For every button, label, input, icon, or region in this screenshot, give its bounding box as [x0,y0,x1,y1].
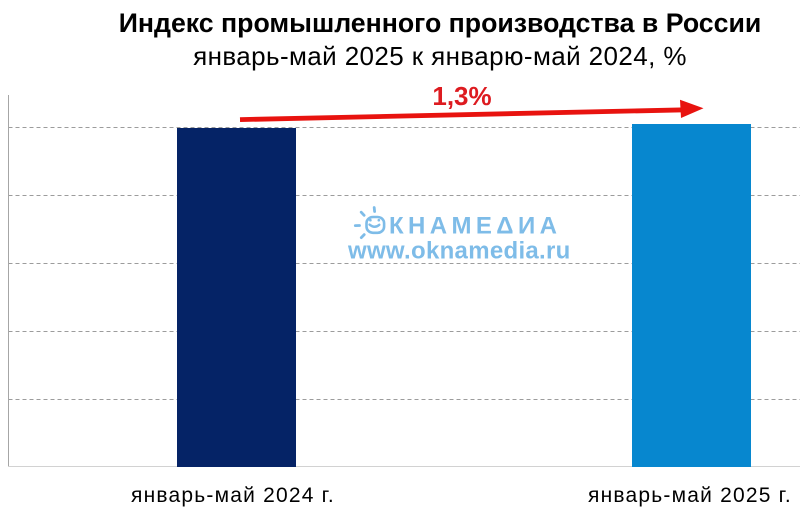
svg-text:www.oknamedia.ru: www.oknamedia.ru [347,238,571,265]
svg-text:КНАМЕΔИА: КНАМЕΔИА [389,213,561,240]
